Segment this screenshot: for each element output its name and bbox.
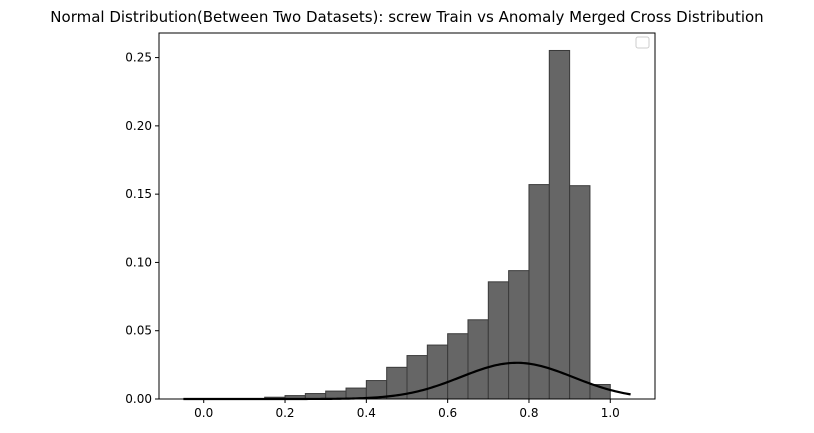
x-tick-label: 0.6 [438,406,457,420]
y-tick-label: 0.10 [125,255,152,269]
chart-title: Normal Distribution(Between Two Datasets… [50,8,763,26]
x-tick-label: 0.8 [519,406,538,420]
histogram-bar [548,49,571,400]
y-axis-ticks: 0.00 0.05 0.10 0.15 0.20 0.25 [125,51,159,406]
histogram-bar [508,270,530,400]
y-tick-label: 0.20 [125,119,152,133]
histogram-bar [569,185,591,400]
legend-box [635,36,650,49]
axes-frame [158,32,656,400]
x-tick-label: 0.0 [194,406,213,420]
x-axis-ticks: 0.0 0.2 0.4 0.6 0.8 1.0 [194,399,620,420]
histogram-bars [264,49,611,400]
histogram-bar [426,344,449,400]
y-tick-label: 0.05 [125,324,152,338]
y-tick-label: 0.25 [125,51,152,65]
histogram-bar [447,333,469,400]
y-tick-label: 0.00 [125,392,152,406]
x-tick-label: 0.4 [357,406,376,420]
y-tick-label: 0.15 [125,187,152,201]
x-tick-label: 0.2 [275,406,294,420]
x-tick-label: 1.0 [601,406,620,420]
histogram-bar [467,319,489,400]
histogram-bar [487,281,510,400]
